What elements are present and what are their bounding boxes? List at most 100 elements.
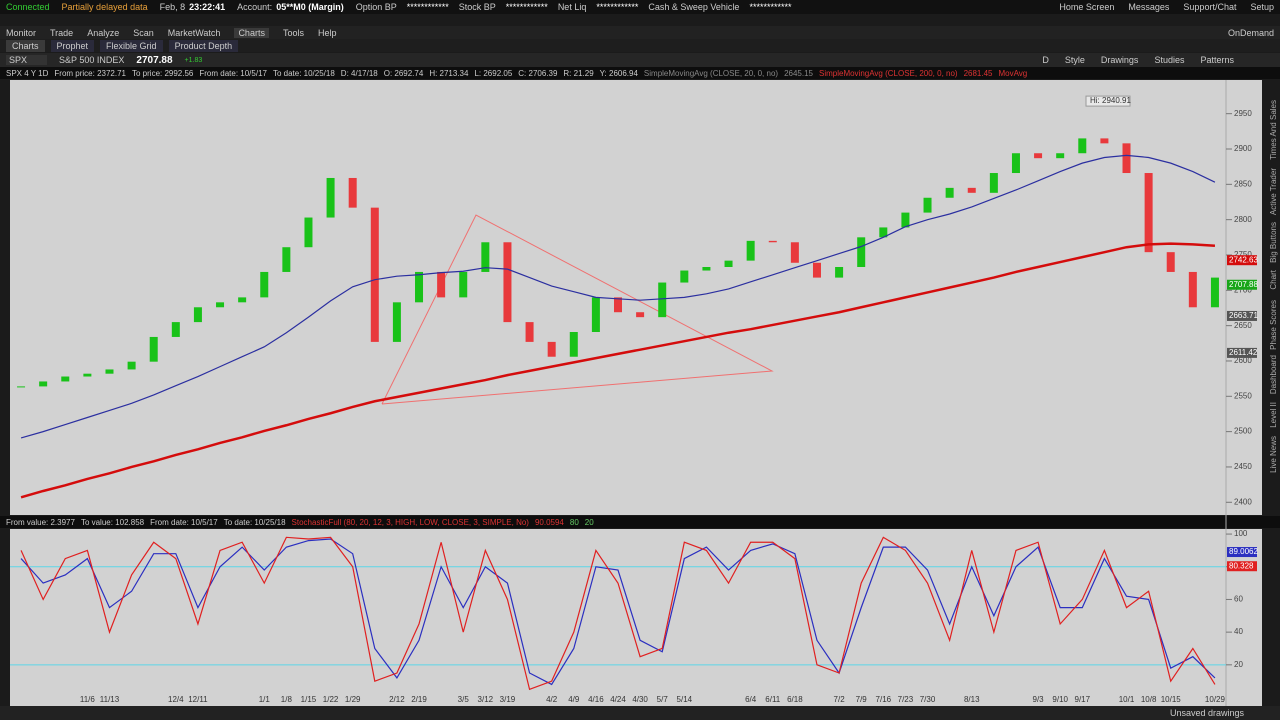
info-item: SPX 4 Y 1D — [6, 68, 49, 78]
menu-item[interactable]: Monitor — [6, 27, 37, 38]
tab[interactable]: Product Depth — [168, 39, 239, 52]
menu-item[interactable]: Tools — [282, 27, 304, 38]
y-tick-label: 2850 — [1234, 179, 1252, 188]
y-tick-label: 2550 — [1234, 391, 1252, 400]
study-label: 2645.15 — [784, 68, 813, 78]
candle — [392, 302, 401, 342]
sidebar-tab[interactable]: Chart — [1269, 270, 1278, 290]
x-tick-label: 4/9 — [568, 695, 580, 704]
x-tick-label: 7/30 — [920, 695, 936, 704]
sidebar-tab[interactable]: Active Trader — [1269, 168, 1278, 216]
toolbar-button[interactable]: Style — [1064, 55, 1085, 65]
sidebar-tab[interactable]: Times And Sales — [1269, 100, 1278, 160]
menu-item[interactable]: Trade — [50, 27, 74, 38]
y-tick-label: 100 — [1234, 529, 1248, 538]
toolbar-button[interactable]: Studies — [1154, 55, 1185, 65]
menu-item[interactable]: Charts — [234, 27, 269, 38]
candle — [1210, 277, 1219, 308]
sidebar-tab[interactable]: Big Buttons — [1269, 222, 1278, 263]
sidebar-tab[interactable]: Live News — [1269, 436, 1278, 473]
last: 2707.88 — [136, 54, 173, 66]
header-link[interactable]: Messages — [1128, 2, 1170, 12]
candle — [1188, 271, 1197, 308]
on-demand[interactable]: OnDemand — [1227, 27, 1274, 38]
candle — [17, 386, 26, 388]
candle — [835, 266, 844, 278]
tab[interactable]: Prophet — [50, 39, 95, 52]
field-value: ************ — [749, 2, 792, 12]
account-label: Account: — [237, 2, 273, 12]
high-label-box — [1085, 95, 1131, 107]
price-label: 2742.63 — [1229, 255, 1258, 264]
x-tick-label: 4/2 — [546, 695, 558, 704]
x-tick-label: 11/13 — [100, 695, 120, 704]
x-tick-label: 7/9 — [856, 695, 868, 704]
tab[interactable]: Charts — [6, 39, 45, 52]
level-label: 20 — [584, 517, 594, 527]
field-label: Stock BP — [458, 2, 496, 12]
menu-item[interactable]: Scan — [133, 27, 154, 38]
toolbar-buttons: D Style Drawings Studies Patterns — [1042, 55, 1234, 65]
price-label-box — [1227, 347, 1257, 358]
x-tick-label: 2/19 — [411, 695, 427, 704]
candle — [812, 262, 821, 278]
y-tick-label: 2700 — [1234, 285, 1252, 294]
candle — [790, 242, 799, 263]
price-label: 2707.88 — [1229, 280, 1258, 289]
x-tick-label: 10/29 — [1205, 695, 1226, 704]
x-tick-label: 3/12 — [478, 695, 494, 704]
x-tick-label: 9/17 — [1075, 695, 1091, 704]
toolbar-button[interactable]: D — [1042, 55, 1049, 65]
candle — [1034, 153, 1043, 159]
x-tick-label: 6/18 — [787, 695, 803, 704]
x-tick-label: 6/11 — [765, 695, 781, 704]
sidebar-tab[interactable]: Phase Scores — [1269, 300, 1278, 350]
info-item: From date: 10/5/17 — [199, 68, 267, 78]
line — [20, 242, 1216, 499]
candle — [1056, 153, 1065, 159]
candle — [39, 381, 48, 387]
info-item: O: 2692.74 — [383, 68, 424, 78]
x-tick-label: 9/3 — [1033, 695, 1045, 704]
toolbar-button[interactable]: Patterns — [1200, 55, 1234, 65]
account[interactable]: 05**M0 (Margin) — [276, 2, 344, 12]
x-tick-label: 6/4 — [745, 695, 757, 704]
info-item: D: 4/17/18 — [340, 68, 378, 78]
header-link[interactable]: Home Screen — [1059, 2, 1115, 12]
unsaved-drawings[interactable]: Unsaved drawings — [1169, 708, 1244, 718]
x-tick-label: 9/10 — [1052, 695, 1068, 704]
candle — [238, 297, 247, 303]
sidebar-tab[interactable]: Level II — [1269, 402, 1278, 428]
x-tick-label: 4/16 — [588, 695, 604, 704]
value-label-box — [1227, 561, 1257, 572]
candle — [967, 187, 976, 193]
menu-item[interactable]: MarketWatch — [167, 27, 221, 38]
header-link[interactable]: Setup — [1250, 2, 1274, 12]
x-tick-label: 1/1 — [259, 695, 271, 704]
candle — [945, 187, 954, 198]
x-tick-label: 1/15 — [301, 695, 317, 704]
study-label: SimpleMovingAvg (CLOSE, 200, 0, no) — [818, 68, 958, 78]
menu-item[interactable]: Help — [317, 27, 337, 38]
x-tick-label: 2/12 — [389, 695, 405, 704]
date: Feb, 8 — [159, 2, 186, 12]
toolbar-button[interactable]: Drawings — [1100, 55, 1139, 65]
x-tick-label: 7/16 — [876, 695, 892, 704]
info-item: From price: 2372.71 — [54, 68, 126, 78]
sidebar-tab[interactable]: Dashboard — [1269, 355, 1278, 395]
candle — [901, 212, 910, 228]
x-tick-label: 7/23 — [898, 695, 914, 704]
candle — [415, 271, 424, 303]
info-item: L: 2692.05 — [474, 68, 513, 78]
y-tick-label: 2900 — [1234, 144, 1252, 153]
menu-item[interactable]: Analyze — [87, 27, 120, 38]
header-link[interactable]: Support/Chat — [1183, 2, 1237, 12]
price-label: 2611.42 — [1229, 348, 1258, 357]
menu-items: Monitor Trade Analyze Scan MarketWatch Charts… — [6, 27, 337, 38]
symbol[interactable]: SPX — [6, 55, 48, 65]
candle — [569, 332, 578, 357]
x-tick-label: 12/11 — [188, 695, 208, 704]
tab[interactable]: Flexible Grid — [100, 39, 163, 52]
value-label: 80.328 — [1229, 561, 1254, 570]
